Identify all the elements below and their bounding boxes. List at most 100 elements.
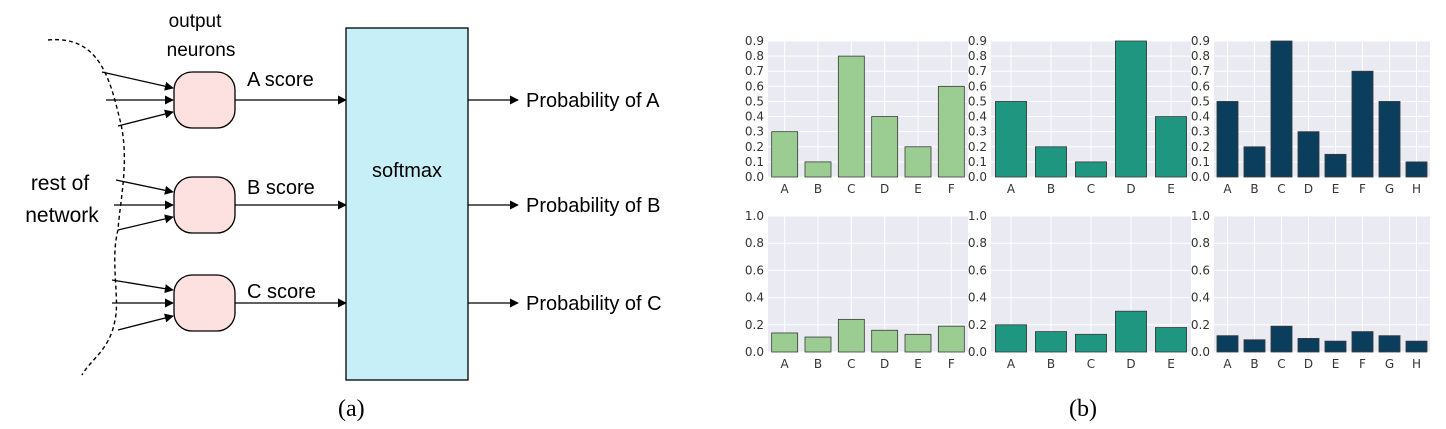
input-arrow bbox=[111, 279, 174, 294]
x-tick-label: C bbox=[1277, 182, 1285, 196]
probability-label-b: Probability of B bbox=[526, 195, 661, 217]
x-tick-label: C bbox=[847, 182, 855, 196]
bar-H bbox=[1405, 161, 1428, 178]
bar-C bbox=[1270, 325, 1293, 353]
softmax-label: softmax bbox=[372, 160, 442, 182]
x-tick-label: D bbox=[880, 357, 889, 371]
bar-chart-2: 0.00.10.20.30.4 0.50.60.70.80.9 A B C D E bbox=[968, 34, 1191, 196]
x-tick-label: D bbox=[1126, 182, 1135, 196]
x-tick-label: E bbox=[1332, 357, 1340, 371]
bar-D bbox=[871, 116, 899, 178]
y-tick-label: 0.8 bbox=[1191, 236, 1210, 250]
y-tick-label: 0.4 bbox=[968, 110, 987, 124]
output-neurons-label-1: output bbox=[169, 11, 223, 32]
y-tick-label: 0.0 bbox=[968, 170, 987, 184]
bar-F bbox=[937, 85, 965, 178]
input-arrow bbox=[101, 71, 174, 91]
bar-A bbox=[1216, 335, 1239, 353]
y-tick-label: 0.8 bbox=[745, 49, 764, 63]
y-tick-label: 1.0 bbox=[1191, 209, 1210, 223]
bar-chart-grid: 0.00.10.20.30.40.50.60.70.80.9A B C D E F0.00… bbox=[745, 34, 1430, 371]
x-tick-label: B bbox=[1250, 357, 1258, 371]
y-tick-label: 0.0 bbox=[745, 345, 764, 359]
bar-E bbox=[1154, 327, 1187, 353]
y-tick-label: 0.2 bbox=[1191, 318, 1210, 332]
y-tick-label: 0.3 bbox=[745, 125, 764, 139]
bar-chart-3: 0.00.10.20.30.4 0.50.60.70.80.9 A B C D E F G H bbox=[1191, 34, 1430, 196]
plot-background bbox=[768, 216, 968, 352]
output-neurons-label-2: neurons bbox=[167, 40, 236, 61]
bar-E bbox=[1324, 153, 1347, 178]
bar-C bbox=[1074, 333, 1107, 353]
bar-C bbox=[837, 318, 865, 353]
y-tick-label: 0.9 bbox=[1191, 34, 1210, 48]
x-tick-label: B bbox=[1250, 182, 1258, 196]
y-tick-label: 0.0 bbox=[1191, 345, 1210, 359]
x-tick-label: G bbox=[1385, 182, 1394, 196]
y-tick-label: 0.2 bbox=[968, 140, 987, 154]
x-tick-label: H bbox=[1412, 182, 1421, 196]
y-tick-label: 0.2 bbox=[745, 318, 764, 332]
y-tick-label: 0.4 bbox=[968, 291, 987, 305]
x-tick-label: D bbox=[880, 182, 889, 196]
probability-label-a: Probability of A bbox=[526, 90, 660, 112]
y-tick-label: 0.8 bbox=[745, 236, 764, 250]
softmax-box bbox=[345, 27, 469, 381]
bar-C bbox=[1074, 161, 1107, 178]
bar-chart-5: 0.0 0.2 0.4 0.6 0.8 1.0 A B C D E bbox=[968, 209, 1191, 371]
x-tick-label: D bbox=[1126, 357, 1135, 371]
softmax-diagram: output neurons rest of network A score B… bbox=[25, 11, 662, 381]
y-tick-label: 0.8 bbox=[968, 236, 987, 250]
rest-of-network-label-2: network bbox=[25, 204, 99, 227]
x-tick-label: F bbox=[1359, 182, 1366, 196]
x-tick-label: A bbox=[781, 357, 790, 371]
x-tick-label: F bbox=[948, 182, 955, 196]
neuron-a bbox=[173, 71, 236, 129]
bar-B bbox=[1034, 331, 1067, 353]
bar-A bbox=[771, 131, 799, 178]
y-tick-label: 0.6 bbox=[1191, 263, 1210, 277]
y-tick-label: 0.9 bbox=[745, 34, 764, 48]
bar-A bbox=[1216, 101, 1239, 178]
x-tick-label: C bbox=[1087, 357, 1095, 371]
x-tick-label: A bbox=[1223, 357, 1232, 371]
bar-E bbox=[904, 333, 932, 353]
y-tick-label: 0.6 bbox=[745, 263, 764, 277]
y-tick-label: 0.4 bbox=[1191, 110, 1210, 124]
y-tick-label: 0.3 bbox=[1191, 125, 1210, 139]
y-tick-label: 0.6 bbox=[968, 79, 987, 93]
neuron-c bbox=[173, 274, 236, 332]
bar-G bbox=[1378, 101, 1401, 178]
y-tick-label: 0.0 bbox=[1191, 170, 1210, 184]
y-tick-label: 0.4 bbox=[745, 110, 764, 124]
x-tick-label: B bbox=[1047, 182, 1055, 196]
x-tick-label: A bbox=[1007, 357, 1016, 371]
y-tick-label: 0.4 bbox=[1191, 291, 1210, 305]
bar-D bbox=[1114, 310, 1147, 353]
bar-F bbox=[937, 325, 965, 353]
x-tick-label: E bbox=[1167, 357, 1175, 371]
y-tick-label: 0.6 bbox=[1191, 79, 1210, 93]
bar-E bbox=[1154, 116, 1187, 178]
bar-H bbox=[1405, 340, 1428, 353]
rest-of-network-label-1: rest of bbox=[31, 172, 90, 195]
x-tick-label: G bbox=[1385, 357, 1394, 371]
bar-A bbox=[994, 324, 1027, 353]
score-label-b: B score bbox=[247, 177, 315, 199]
input-arrow bbox=[115, 179, 174, 195]
y-tick-label: 0.2 bbox=[968, 318, 987, 332]
y-tick-label: 0.0 bbox=[968, 345, 987, 359]
y-tick-label: 0.1 bbox=[968, 155, 987, 169]
x-tick-label: B bbox=[814, 357, 822, 371]
x-tick-label: C bbox=[847, 357, 855, 371]
input-arrow bbox=[117, 109, 174, 127]
bar-B bbox=[804, 161, 832, 178]
x-tick-label: A bbox=[1007, 182, 1016, 196]
bar-chart-6: 0.0 0.2 0.4 0.6 0.8 1.0 A B C D E F G H bbox=[1191, 209, 1430, 371]
bar-chart-4: 0.0 0.2 0.4 0.6 0.8 1.0 A B C D E F bbox=[745, 209, 968, 371]
x-tick-label: F bbox=[1359, 357, 1366, 371]
y-tick-label: 0.7 bbox=[1191, 64, 1210, 78]
y-tick-label: 0.8 bbox=[1191, 49, 1210, 63]
x-tick-label: E bbox=[914, 357, 922, 371]
x-tick-label: E bbox=[1167, 182, 1175, 196]
